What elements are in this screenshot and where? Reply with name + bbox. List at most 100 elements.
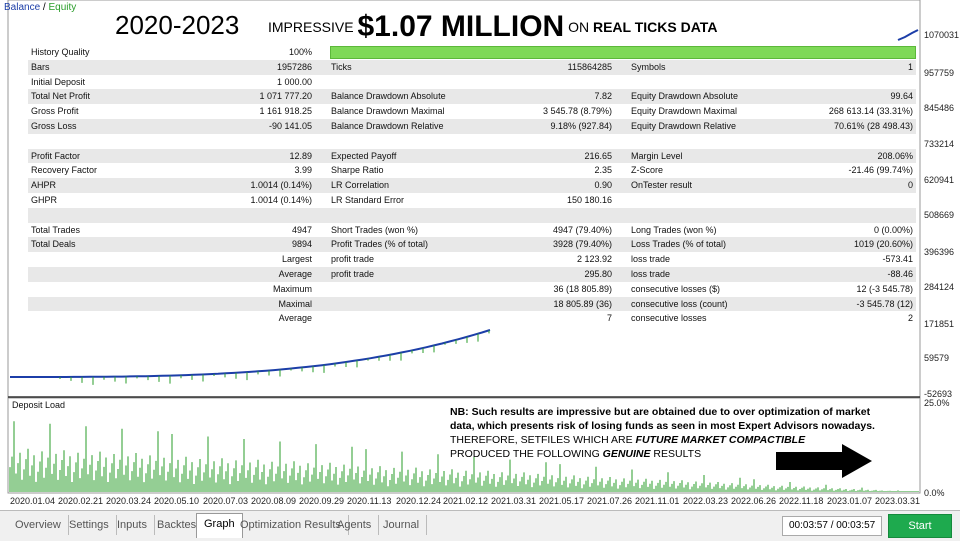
deposit-tick-label: 0.0% xyxy=(924,488,945,498)
tab-optimization-results[interactable]: Optimization Results xyxy=(233,515,349,535)
stats-row: Bars 1957286 Ticks 115864285 Symbols 1 xyxy=(28,59,916,75)
stat-label: GHPR xyxy=(31,194,58,205)
tab-overview[interactable]: Overview xyxy=(8,515,69,535)
y-tick-label: -52693 xyxy=(924,389,953,399)
history-quality-bar xyxy=(330,46,916,59)
y-tick-label: 508669 xyxy=(924,210,955,220)
stat-value: -573.41 xyxy=(882,254,913,265)
start-button[interactable]: Start xyxy=(888,514,952,538)
stat-label: Initial Deposit xyxy=(31,76,86,87)
stat-value: 1 xyxy=(907,61,913,72)
stat-label: loss trade xyxy=(631,268,671,279)
stat-value: Average xyxy=(278,268,312,279)
stat-value: -88.46 xyxy=(887,268,913,279)
x-tick-label: 2020.01.04 xyxy=(10,496,56,506)
y-tick-label: 59579 xyxy=(924,353,950,363)
stat-label: Total Deals xyxy=(31,239,76,250)
tab-journal[interactable]: Journal xyxy=(376,515,428,535)
headline-on: ON xyxy=(568,19,590,35)
stat-value: Largest xyxy=(281,254,312,265)
note-line-2a: THEREFORE, SETFILES WHICH ARE xyxy=(450,434,636,446)
y-tick-label: 284124 xyxy=(924,282,955,292)
stat-label: Equity Drawdown Relative xyxy=(631,120,737,131)
stat-label: Profit Factor xyxy=(31,150,81,161)
x-tick-label: 2020.07.03 xyxy=(203,496,249,506)
stat-label: Loss Trades (% of total) xyxy=(631,239,727,250)
stat-value: 115864285 xyxy=(567,61,612,72)
stat-value: 295.80 xyxy=(584,268,612,279)
stat-label: Expected Payoff xyxy=(331,150,397,161)
stat-value: 268 613.14 (33.31%) xyxy=(828,106,913,117)
x-tick-label: 2021.07.26 xyxy=(587,496,633,506)
note-line-3: PRODUCED THE FOLLOWING GENUINE RESULTS xyxy=(450,447,890,461)
stat-value: 12 (-3 545.78) xyxy=(856,283,913,294)
stat-label: profit trade xyxy=(331,254,375,265)
stat-value: 216.65 xyxy=(584,150,612,161)
note-line-2: THEREFORE, SETFILES WHICH ARE FUTURE MAR… xyxy=(450,433,890,447)
stat-value: 7 xyxy=(606,313,612,324)
stat-value: 2 123.92 xyxy=(576,254,612,265)
stat-value: 7.82 xyxy=(594,91,612,102)
stat-value: 3928 (79.40%) xyxy=(552,239,612,250)
stat-label: consecutive losses xyxy=(631,313,707,324)
stat-value: Maximal xyxy=(278,298,312,309)
y-tick-label: 957759 xyxy=(924,68,955,78)
y-axis-labels: 1070031 957759 845486 733214 620941 508669 396… xyxy=(920,0,960,400)
stats-row: Total Net Profit 1 071 777.20 Balance Draw… xyxy=(28,89,916,105)
stat-value: 2 xyxy=(907,313,913,324)
y-tick-label: 620941 xyxy=(924,175,955,185)
note-line-3a: PRODUCED THE FOLLOWING xyxy=(450,448,603,460)
stat-value: 99.64 xyxy=(890,91,913,102)
stat-value: 208.06% xyxy=(877,150,913,161)
x-tick-label: 2021.05.17 xyxy=(539,496,585,506)
stat-value: 3 545.78 (8.79%) xyxy=(542,106,612,117)
x-tick-label: 2022.11.18 xyxy=(779,496,824,506)
stats-row: Gross Profit 1 161 918.25 Balance Drawdown… xyxy=(28,104,916,119)
stat-label: consecutive loss (count) xyxy=(631,298,728,309)
headline-impressive: IMPRESSIVE xyxy=(268,19,354,35)
stats-row: Initial Deposit 1 000.00 xyxy=(28,75,916,90)
x-tick-label: 2020.03.24 xyxy=(106,496,152,506)
stat-value: 1 071 777.20 xyxy=(259,91,312,102)
legend-separator: / xyxy=(40,2,49,13)
stats-table: History Quality 100% Bars 1957286 Ticks 11586… xyxy=(28,45,916,326)
stats-row: GHPR 1.0014 (0.14%) LR Standard Error 150 1… xyxy=(28,193,916,208)
headline-amount: $1.07 MILLION xyxy=(357,10,565,43)
stat-value: 3.99 xyxy=(294,165,312,176)
note-line-3c: RESULTS xyxy=(650,448,702,460)
x-tick-label: 2021.03.31 xyxy=(491,496,537,506)
stat-label: Total Trades xyxy=(31,224,81,235)
stat-value: 70.61% (28 498.43) xyxy=(833,120,913,131)
deposit-chart-frame xyxy=(7,397,921,494)
stat-value: -21.46 (99.74%) xyxy=(848,165,913,176)
x-tick-label: 2022.03.23 xyxy=(683,496,729,506)
x-axis-labels: 2020.01.04 2020.02.21 2020.03.24 2020.05.10… xyxy=(0,496,920,508)
x-tick-label: 2020.11.13 xyxy=(347,496,392,506)
stats-row: Total Deals 9894 Profit Trades (% of total… xyxy=(28,237,916,253)
x-tick-label: 2020.05.10 xyxy=(154,496,200,506)
note-line-3b: GENUINE xyxy=(602,448,651,460)
stat-label: profit trade xyxy=(331,268,375,279)
stat-value: 1957286 xyxy=(276,61,312,72)
stats-row: Total Trades 4947 Short Trades (won %) 4947… xyxy=(28,223,916,238)
stat-label: Gross Loss xyxy=(31,120,77,131)
stat-label: Balance Drawdown Relative xyxy=(331,120,444,131)
tab-settings[interactable]: Settings xyxy=(62,515,117,535)
disclaimer-note: NB: Such results are impressive but are … xyxy=(450,405,890,461)
headline-banner: IMPRESSIVE $1.07 MILLION ON REAL TICKS D… xyxy=(268,10,717,44)
stat-label: Profit Trades (% of total) xyxy=(331,239,429,250)
tab-graph[interactable]: Graph xyxy=(196,513,243,538)
stats-row: Profit Factor 12.89 Expected Payoff 216.65 M… xyxy=(28,148,916,164)
chart-legend: Balance / Equity xyxy=(4,2,76,13)
stat-label: Symbols xyxy=(631,61,666,72)
tab-inputs[interactable]: Inputs xyxy=(110,515,155,535)
stat-label: Gross Profit xyxy=(31,106,79,117)
stat-label: AHPR xyxy=(31,180,57,191)
stat-label: Margin Level xyxy=(631,150,683,161)
note-line-1: NB: Such results are impressive but are … xyxy=(450,406,875,432)
stats-row: History Quality 100% xyxy=(28,45,916,60)
deposit-load-label: Deposit Load xyxy=(12,400,66,410)
stat-label: Ticks xyxy=(331,61,352,72)
stat-label: Long Trades (won %) xyxy=(631,224,717,235)
tab-agents[interactable]: Agents xyxy=(330,515,380,535)
